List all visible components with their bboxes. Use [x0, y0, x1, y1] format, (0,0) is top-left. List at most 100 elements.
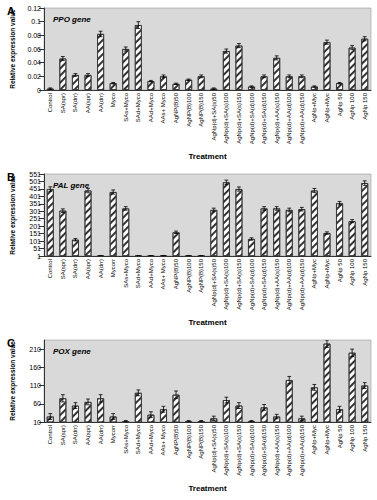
svg-text:AAd+Myco: AAd+Myco	[148, 424, 154, 454]
svg-text:AA(drr): AA(drr)	[98, 93, 104, 112]
svg-text:AA(drr): AA(drr)	[98, 259, 104, 278]
svg-text:Control: Control	[47, 259, 53, 278]
svg-text:AgNp(d)+SA(s)150: AgNp(d)+SA(s)150	[236, 424, 242, 476]
svg-text:AgNp(d)+AA(d)100: AgNp(d)+AA(d)100	[286, 92, 292, 144]
svg-text:0: 0	[37, 87, 41, 94]
svg-text:AgNP(B)50: AgNP(B)50	[173, 92, 179, 123]
svg-text:SA(drr): SA(drr)	[72, 425, 78, 444]
svg-text:AgNP(B)100: AgNP(B)100	[186, 92, 192, 126]
svg-text:0.1: 0.1	[31, 18, 41, 25]
svg-text:251: 251	[29, 215, 41, 222]
svg-text:0.04: 0.04	[27, 59, 41, 66]
svg-text:401: 401	[29, 193, 41, 200]
svg-text:AgNp(d)+SA(d)150: AgNp(d)+SA(d)150	[261, 92, 267, 144]
svg-text:0.12: 0.12	[27, 5, 41, 12]
svg-text:Relative expression value: Relative expression value	[9, 175, 17, 255]
svg-text:AgNp 50: AgNp 50	[337, 258, 343, 282]
svg-text:AgNp(d)+AA(d)150: AgNp(d)+AA(d)150	[299, 92, 305, 144]
svg-text:POX gene: POX gene	[53, 347, 91, 356]
svg-text:Treatment: Treatment	[188, 484, 227, 493]
svg-text:AgNp(d)+AA(d)150: AgNp(d)+AA(d)150	[299, 424, 305, 476]
svg-text:351: 351	[29, 200, 41, 207]
svg-text:AgNp+Myc: AgNp+Myc	[324, 425, 330, 455]
svg-text:A: A	[7, 5, 15, 17]
svg-text:AgNp(d)+SA(s)50: AgNp(d)+SA(s)50	[211, 424, 217, 472]
svg-text:SA(spr): SA(spr)	[60, 93, 66, 113]
svg-text:Relative expression value: Relative expression value	[9, 9, 17, 89]
svg-text:AgNp 150: AgNp 150	[362, 258, 368, 285]
svg-text:AgNP(B)150: AgNP(B)150	[198, 92, 204, 126]
svg-text:AgNp(d)+SA(d)150: AgNp(d)+SA(d)150	[261, 424, 267, 476]
svg-text:0.06: 0.06	[27, 46, 41, 53]
svg-text:AgNp+Myc: AgNp+Myc	[311, 93, 317, 123]
svg-text:551: 551	[29, 171, 41, 178]
svg-text:10: 10	[33, 419, 41, 426]
svg-text:AgNp(d)+AA(d)100: AgNp(d)+AA(d)100	[286, 258, 292, 310]
svg-text:AgNp+Myc: AgNp+Myc	[324, 259, 330, 289]
svg-text:SA(drr): SA(drr)	[72, 93, 78, 112]
svg-text:SA(spr): SA(spr)	[60, 425, 66, 445]
svg-text:AgNp(d)+AA(s)150: AgNp(d)+AA(s)150	[274, 92, 280, 144]
svg-text:151: 151	[29, 230, 41, 237]
svg-text:AgNp+Myc: AgNp+Myc	[311, 425, 317, 455]
svg-text:AA(drr): AA(drr)	[98, 425, 104, 444]
svg-text:AAs+ Myco: AAs+ Myco	[160, 92, 166, 123]
svg-text:AgNp(d)+AA(d)150: AgNp(d)+AA(d)150	[299, 258, 305, 310]
svg-text:AgNp 50: AgNp 50	[337, 424, 343, 448]
svg-text:0.02: 0.02	[27, 73, 41, 80]
svg-text:210: 210	[29, 346, 41, 353]
svg-text:Treatment: Treatment	[188, 152, 227, 161]
svg-text:AgNp(d)+SA(s)150: AgNp(d)+SA(s)150	[236, 92, 242, 144]
svg-text:451: 451	[29, 185, 41, 192]
svg-text:SAd+Myco: SAd+Myco	[135, 258, 141, 288]
svg-text:Treatment: Treatment	[188, 318, 227, 327]
svg-text:110: 110	[30, 382, 41, 389]
svg-text:Control: Control	[47, 425, 53, 444]
svg-text:51: 51	[33, 245, 41, 252]
svg-text:PAL gene: PAL gene	[53, 181, 90, 190]
svg-text:0.08: 0.08	[27, 32, 41, 39]
svg-text:AgNp+Myc: AgNp+Myc	[324, 93, 330, 123]
svg-text:B: B	[7, 171, 15, 183]
svg-text:AgNp+Myc: AgNp+Myc	[311, 259, 317, 289]
svg-text:AgNp(d)+SA(d)100: AgNp(d)+SA(d)100	[249, 92, 255, 144]
svg-text:101: 101	[29, 238, 41, 245]
svg-text:AgNp 100: AgNp 100	[349, 92, 355, 119]
svg-text:SAs+Myco: SAs+Myco	[123, 92, 129, 122]
svg-text:Mycorr: Mycorr	[110, 425, 116, 443]
svg-text:AgNp 100: AgNp 100	[349, 258, 355, 285]
svg-text:AA(spr): AA(spr)	[85, 93, 91, 113]
svg-text:Myco: Myco	[110, 92, 116, 107]
svg-text:SAs+Myco: SAs+Myco	[123, 424, 129, 454]
svg-text:AgNp(d)+SA(s)100: AgNp(d)+SA(s)100	[223, 424, 229, 476]
svg-text:AgNp(d)+SA(d)150: AgNp(d)+SA(d)150	[261, 258, 267, 310]
svg-text:AgNP(B)50: AgNP(B)50	[173, 258, 179, 289]
svg-text:AgNp 150: AgNp 150	[362, 92, 368, 119]
svg-text:160: 160	[29, 364, 41, 371]
svg-text:SA(drr): SA(drr)	[72, 259, 78, 278]
svg-text:AgNp(d)+SA(s)50: AgNp(d)+SA(s)50	[211, 92, 217, 140]
svg-text:AgNP(B)50: AgNP(B)50	[173, 424, 179, 455]
svg-text:AgNp 100: AgNp 100	[349, 424, 355, 451]
svg-text:Mycorr: Mycorr	[110, 259, 116, 277]
svg-text:AAs+ Myco: AAs+ Myco	[160, 258, 166, 289]
svg-text:AAd+Myco: AAd+Myco	[148, 258, 154, 288]
svg-text:AgNp 150: AgNp 150	[362, 424, 368, 451]
svg-text:AgNp(d)+AA(d)100: AgNp(d)+AA(d)100	[286, 424, 292, 476]
svg-text:C: C	[7, 337, 15, 349]
svg-text:AgNp(d)+AA(s)150: AgNp(d)+AA(s)150	[274, 258, 280, 310]
svg-text:AgNP(B)100: AgNP(B)100	[186, 258, 192, 292]
svg-text:SAd+Myco: SAd+Myco	[135, 424, 141, 454]
svg-text:501: 501	[29, 178, 41, 185]
svg-text:AgNp(d)+SA(d)100: AgNp(d)+SA(d)100	[249, 258, 255, 310]
svg-text:301: 301	[29, 208, 41, 215]
svg-text:AgNp 50: AgNp 50	[337, 92, 343, 116]
svg-text:AA(spr): AA(spr)	[85, 425, 91, 445]
svg-text:AgNp(d)+SA(s)50: AgNp(d)+SA(s)50	[211, 258, 217, 306]
svg-text:AgNP(B)150: AgNP(B)150	[198, 258, 204, 292]
svg-text:SAs+Myco: SAs+Myco	[123, 258, 129, 288]
svg-text:AAs+ Myco: AAs+ Myco	[160, 424, 166, 455]
svg-text:AgNP(B)150: AgNP(B)150	[198, 424, 204, 458]
svg-text:SAd+Myco: SAd+Myco	[135, 92, 141, 122]
svg-text:AgNp(d)+SA(s)150: AgNp(d)+SA(s)150	[236, 258, 242, 310]
